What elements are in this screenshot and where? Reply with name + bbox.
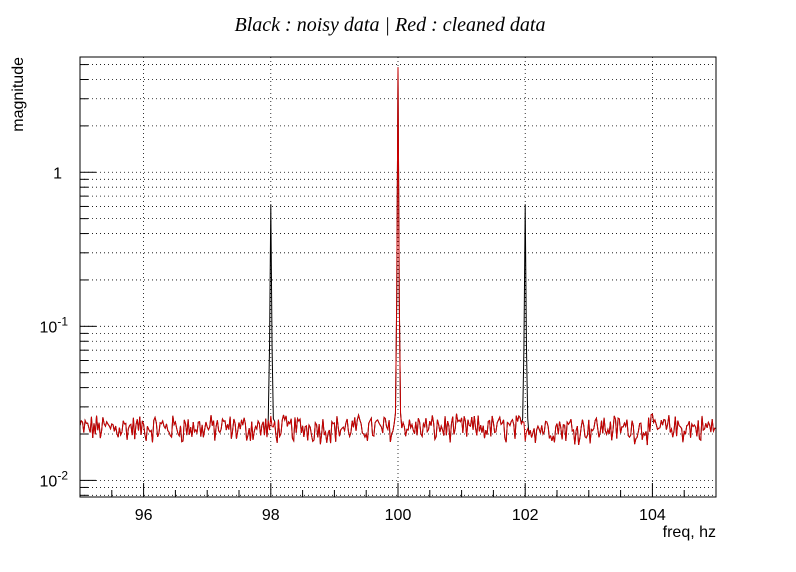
x-tick-label: 104 [639,507,666,524]
x-tick-label: 102 [512,507,539,524]
x-tick-label: 98 [262,507,280,524]
series-line-1 [79,67,717,446]
x-tick-label: 100 [385,507,412,524]
grid [80,57,716,497]
x-tick-label: 96 [135,507,153,524]
chart-title: Black : noisy data | Red : cleaned data [235,14,546,36]
y-tick-label: 1 [53,165,62,182]
tick-labels: 96 98 100 102 104 1 10-1 10-2 [40,165,666,524]
y-tick-label: 10-1 [40,314,69,336]
x-axis-label: freq, hz [663,524,716,541]
series-layer [79,67,717,446]
y-tick-label: 10-2 [40,468,69,490]
ticks [79,64,717,497]
y-axis-label: magnitude [10,57,27,132]
